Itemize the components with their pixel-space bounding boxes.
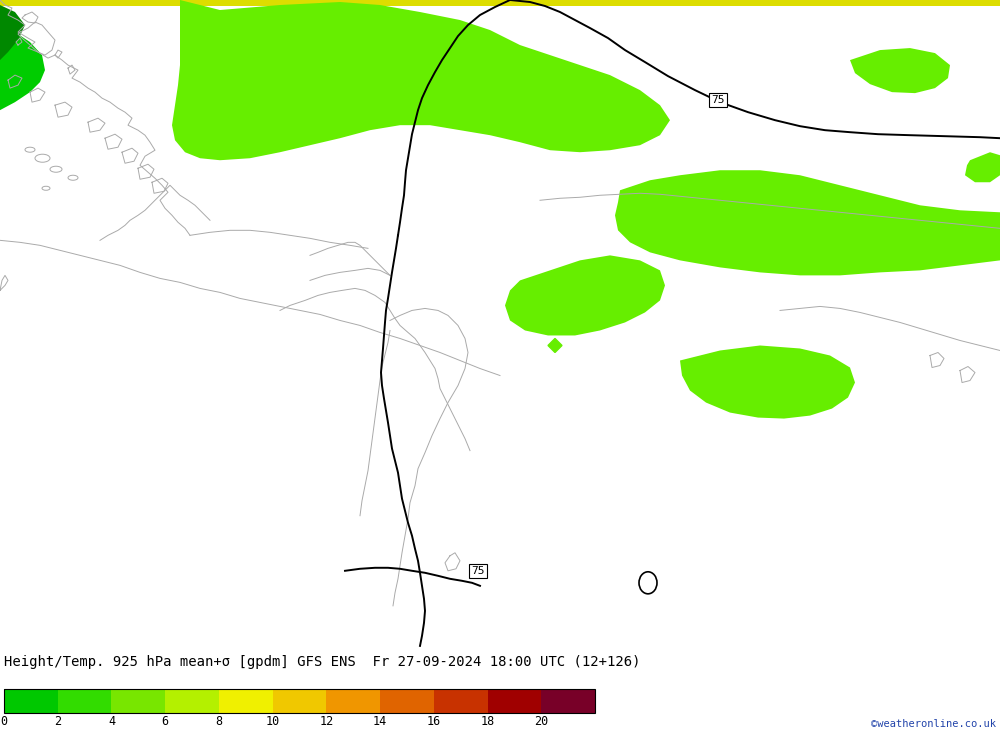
Text: 6: 6: [162, 715, 169, 728]
Bar: [434, 689, 488, 713]
Bar: [541, 689, 595, 713]
Text: 75: 75: [711, 95, 725, 105]
Polygon shape: [0, 26, 45, 110]
Polygon shape: [0, 5, 25, 60]
Polygon shape: [548, 339, 562, 353]
Bar: [111, 689, 165, 713]
Text: 2: 2: [54, 715, 61, 728]
Polygon shape: [680, 345, 855, 419]
Polygon shape: [850, 48, 950, 93]
Text: 0: 0: [0, 715, 8, 728]
Polygon shape: [172, 0, 670, 161]
Text: 8: 8: [215, 715, 222, 728]
Text: ©weatheronline.co.uk: ©weatheronline.co.uk: [871, 719, 996, 729]
Bar: [165, 689, 219, 713]
Bar: [0, 0, 1000, 6]
Bar: [380, 689, 434, 713]
Text: 4: 4: [108, 715, 115, 728]
Bar: [58, 689, 111, 713]
Bar: [273, 689, 326, 713]
Text: 18: 18: [480, 715, 495, 728]
Polygon shape: [505, 255, 665, 336]
Text: Height/Temp. 925 hPa mean+σ [gpdm] GFS ENS  Fr 27-09-2024 18:00 UTC (12+126): Height/Temp. 925 hPa mean+σ [gpdm] GFS E…: [4, 655, 640, 669]
Text: 12: 12: [319, 715, 333, 728]
Bar: [326, 689, 380, 713]
Bar: [4, 689, 58, 713]
Text: 20: 20: [534, 715, 548, 728]
Bar: [488, 689, 541, 713]
Text: 10: 10: [266, 715, 280, 728]
Polygon shape: [965, 152, 1000, 183]
Bar: [219, 689, 273, 713]
Polygon shape: [615, 170, 1000, 276]
Text: 16: 16: [427, 715, 441, 728]
Text: 14: 14: [373, 715, 387, 728]
Text: 75: 75: [471, 566, 485, 576]
Bar: [4, 689, 595, 713]
